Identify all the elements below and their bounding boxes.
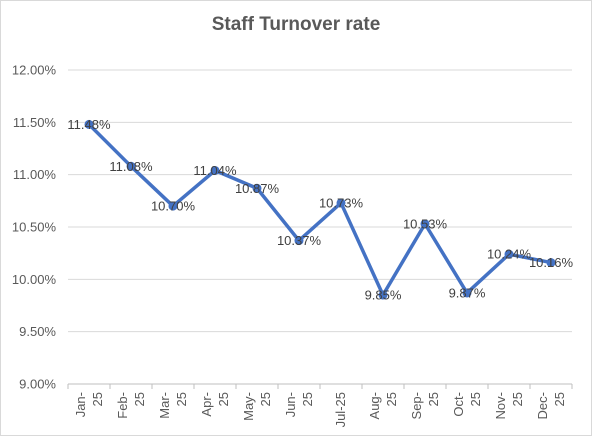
data-point	[546, 258, 556, 268]
x-tick-label: Sep-	[409, 392, 424, 419]
x-tick-label: 25	[468, 392, 483, 406]
data-label: 10.24%	[487, 247, 532, 262]
x-tick-label: Mar-	[157, 392, 172, 419]
x-tick-label: Jun-	[283, 392, 298, 417]
x-tick-label: 25	[384, 392, 399, 406]
x-tick-label: 25	[90, 392, 105, 406]
data-point	[252, 183, 262, 193]
x-tick-label: Jan-	[73, 392, 88, 417]
x-tick-label: May-	[241, 392, 256, 421]
y-tick-label: 10.00%	[12, 272, 57, 287]
y-tick-label: 11.00%	[13, 167, 57, 182]
chart-title: Staff Turnover rate	[211, 14, 381, 35]
data-label: 10.87%	[235, 181, 280, 196]
data-point	[210, 165, 220, 175]
x-tick-label: Oct-	[451, 392, 466, 417]
data-label: 9.87%	[449, 285, 486, 300]
x-tick-label: Jul-25	[333, 392, 348, 427]
data-point	[420, 219, 430, 229]
data-point	[84, 119, 94, 129]
data-point	[126, 161, 136, 171]
data-label: 11.04%	[193, 163, 237, 178]
x-tick-label: Nov-	[493, 392, 508, 419]
data-points	[84, 119, 556, 300]
x-tick-label: 25	[510, 392, 525, 406]
y-axis-ticks: 9.00% 9.50% 10.00% 10.50% 11.00% 11.50% 12.00%	[12, 63, 57, 392]
data-label: 10.73%	[319, 195, 364, 210]
y-tick-label: 9.50%	[19, 324, 56, 339]
series-line-group	[87, 122, 553, 297]
y-tick-label: 10.50%	[12, 220, 57, 235]
x-tick-label: Apr-	[199, 392, 214, 417]
data-point	[336, 198, 346, 208]
data-label: 11.08%	[109, 159, 153, 174]
data-label: 11.48%	[67, 117, 111, 132]
data-point	[462, 288, 472, 298]
data-labels: 11.48% 11.08% 10.70% 11.04% 10.87% 10.37% 10.7…	[67, 117, 573, 303]
x-tick-label: 25	[216, 392, 231, 406]
x-tick-label: Aug-	[367, 392, 382, 419]
gridlines	[68, 69, 572, 385]
data-label: 10.70%	[151, 199, 196, 214]
x-tick-label: Dec-	[535, 392, 550, 419]
y-tick-label: 9.00%	[19, 377, 56, 392]
data-point	[378, 290, 388, 300]
data-label: 9.85%	[365, 288, 402, 303]
data-point	[168, 201, 178, 211]
data-label: 10.37%	[277, 233, 322, 248]
x-tick-label: 25	[552, 392, 567, 406]
x-tick-label: 25	[174, 392, 189, 406]
x-tick-label: 25	[300, 392, 315, 406]
y-tick-label: 11.50%	[13, 115, 57, 130]
y-tick-label: 12.00%	[12, 63, 57, 78]
x-tick-label: 25	[258, 392, 273, 406]
x-tick-label: 25	[132, 392, 147, 406]
data-point	[294, 236, 304, 246]
x-tick-label: Feb-	[115, 392, 130, 419]
x-axis: Jan- 25 Feb- 25 Mar- 25 Apr- 25 May- 25 Jun- 25 Jul-…	[67, 384, 573, 427]
x-tick-label: 25	[426, 392, 441, 406]
data-label: 10.53%	[403, 216, 448, 231]
data-point	[504, 249, 514, 259]
data-label: 10.16%	[529, 255, 574, 270]
series-line	[87, 122, 553, 297]
